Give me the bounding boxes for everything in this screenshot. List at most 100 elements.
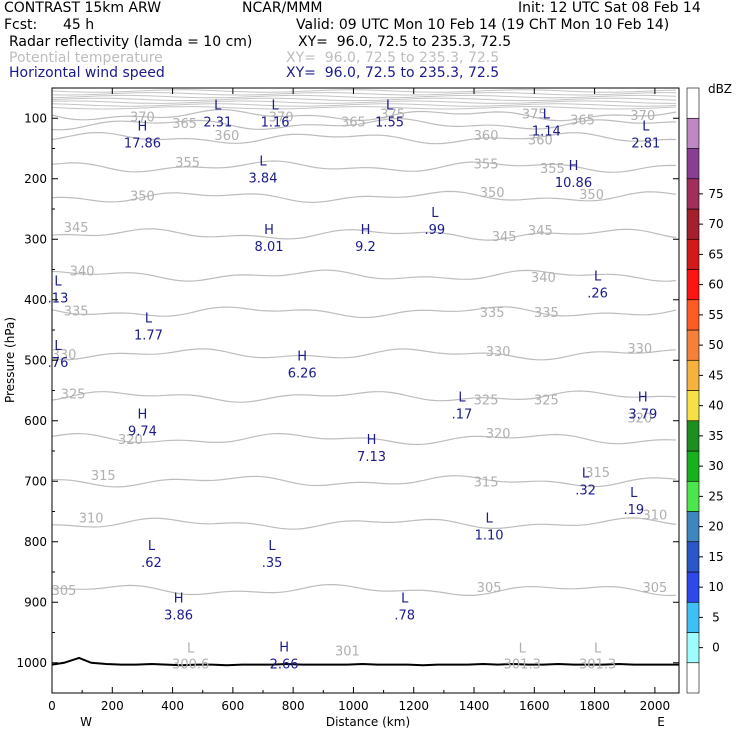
y-tick-label: 900 bbox=[24, 595, 47, 609]
isentrope-label: 350 bbox=[480, 186, 505, 201]
wind-extremum-letter: H bbox=[138, 120, 148, 135]
isentrope-label: 330 bbox=[52, 348, 77, 363]
wind-extremum-letter: L bbox=[271, 98, 279, 113]
colorbar-swatch bbox=[686, 450, 700, 482]
isentrope-label: 305 bbox=[477, 581, 502, 596]
colorbar-swatch bbox=[686, 329, 700, 361]
wind-extremum-letter: H bbox=[297, 349, 307, 364]
x-tick-label: 1200 bbox=[398, 699, 429, 713]
colorbar-label: 15 bbox=[708, 550, 723, 564]
wind-extremum-value: .76 bbox=[48, 356, 69, 371]
upper-isentrope bbox=[51, 97, 677, 102]
theta-extremum-letter: L bbox=[519, 642, 527, 657]
forecast-label: Fcst: bbox=[4, 17, 38, 33]
x-west-label: W bbox=[80, 715, 92, 729]
wind-extremum-letter: H bbox=[174, 591, 184, 606]
x-tick-label: 2000 bbox=[640, 699, 671, 713]
wind-extremum-value: 3.86 bbox=[164, 608, 193, 623]
isentrope-365 bbox=[51, 117, 677, 131]
theta-extremum-value: 301.3 bbox=[504, 658, 541, 673]
y-tick-label: 1000 bbox=[16, 656, 47, 670]
wind-extremum-value: 1.10 bbox=[475, 529, 504, 544]
isentrope-label: 315 bbox=[91, 469, 116, 484]
colorbar-label: 5 bbox=[712, 610, 720, 624]
wind-extremum-value: .32 bbox=[575, 483, 596, 498]
wind-extremum-value: 17.86 bbox=[124, 137, 161, 152]
isentrope-label: 345 bbox=[64, 221, 89, 236]
isentrope-label: 301 bbox=[335, 645, 360, 660]
theta-extremum-letter: L bbox=[187, 642, 195, 657]
field-reflectivity-xy: XY= 96.0, 72.5 to 235.3, 72.5 bbox=[298, 34, 512, 50]
colorbar-swatch bbox=[686, 87, 700, 119]
wind-extremum-value: 9.2 bbox=[355, 240, 376, 255]
isentrope-label: 375 bbox=[380, 107, 405, 122]
isentrope-label: 315 bbox=[585, 466, 610, 481]
y-tick-label: 800 bbox=[24, 535, 47, 549]
isentrope-label: 335 bbox=[64, 305, 89, 320]
isentrope-label: 370 bbox=[269, 110, 294, 125]
colorbar-swatch bbox=[686, 662, 700, 694]
isentrope-label: 345 bbox=[492, 230, 517, 245]
wind-extremum-value: 1.77 bbox=[134, 328, 163, 343]
isentrope-label: 355 bbox=[175, 156, 200, 171]
y-tick-label: 300 bbox=[24, 232, 47, 246]
wind-extremum-letter: H bbox=[138, 408, 148, 423]
y-tick-label: 600 bbox=[24, 414, 47, 428]
colorbar-swatch bbox=[686, 480, 700, 512]
wind-extremum-letter: L bbox=[54, 274, 62, 289]
wind-extremum-value: .78 bbox=[394, 608, 415, 623]
colorbar-label: 45 bbox=[708, 368, 723, 382]
wind-extremum-value: 1.14 bbox=[532, 124, 561, 139]
isentrope-label: 375 bbox=[522, 107, 547, 122]
isentrope-label: 320 bbox=[627, 412, 652, 427]
colorbar-label: 20 bbox=[708, 520, 723, 534]
colorbar-swatch bbox=[686, 299, 700, 331]
x-tick-label: 600 bbox=[221, 699, 244, 713]
upper-isentrope bbox=[51, 89, 677, 93]
colorbar-swatch bbox=[686, 359, 700, 391]
isentrope-label: 365 bbox=[341, 115, 366, 130]
colorbar-swatch bbox=[686, 208, 700, 240]
isentrope-label: 355 bbox=[540, 162, 565, 177]
colorbar-label: 40 bbox=[708, 399, 723, 413]
x-tick-label: 1600 bbox=[519, 699, 550, 713]
colorbar-swatch bbox=[686, 238, 700, 270]
y-tick-label: 500 bbox=[24, 353, 47, 367]
upper-isentrope bbox=[51, 106, 677, 110]
axes: 0 200 400 600 800 1000 1200 1400 1600 1800 2000 100… bbox=[16, 88, 679, 713]
isentrope-350 bbox=[51, 190, 677, 204]
isentrope-325 bbox=[51, 390, 677, 403]
isentrope-lines bbox=[51, 108, 677, 597]
wind-extremum-letter: L bbox=[386, 98, 394, 113]
wind-extremum-letter: L bbox=[485, 512, 493, 527]
colorbar-label: 0 bbox=[712, 641, 720, 655]
colorbar-swatch bbox=[686, 632, 700, 664]
wind-extremum-value: 3.84 bbox=[249, 172, 278, 187]
wind-extremum-value: .13 bbox=[48, 291, 69, 306]
isentrope-310 bbox=[52, 517, 677, 530]
isentrope-label: 320 bbox=[118, 433, 143, 448]
wind-extremum-value: 2.31 bbox=[203, 115, 232, 130]
terrain-surface bbox=[51, 656, 679, 667]
colorbar-label: 30 bbox=[708, 459, 723, 473]
colorbar-swatch bbox=[686, 117, 700, 149]
wind-extremum-value: 1.55 bbox=[375, 115, 404, 130]
isentrope-320 bbox=[51, 432, 677, 446]
y-axis-title: Pressure (hPa) bbox=[3, 317, 17, 403]
wind-extremum-letter: L bbox=[582, 466, 590, 481]
wind-extremum-letter: L bbox=[594, 270, 602, 285]
wind-extremum-letter: L bbox=[401, 591, 409, 606]
colorbar-swatch bbox=[686, 420, 700, 452]
isentrope-345 bbox=[51, 228, 677, 241]
isentrope-370 bbox=[51, 108, 677, 122]
wind-extremum-value: .99 bbox=[424, 223, 445, 238]
wind-extremum-value: 1.16 bbox=[261, 115, 290, 130]
wind-extremum-value: .26 bbox=[587, 287, 608, 302]
isentrope-label: 325 bbox=[61, 388, 86, 403]
upper-isentrope bbox=[51, 100, 676, 104]
wind-extremum-letter: L bbox=[543, 107, 551, 122]
x-tick-label: 1400 bbox=[459, 699, 490, 713]
wind-extremum-letter: L bbox=[54, 339, 62, 354]
colorbar-swatch bbox=[686, 269, 700, 301]
